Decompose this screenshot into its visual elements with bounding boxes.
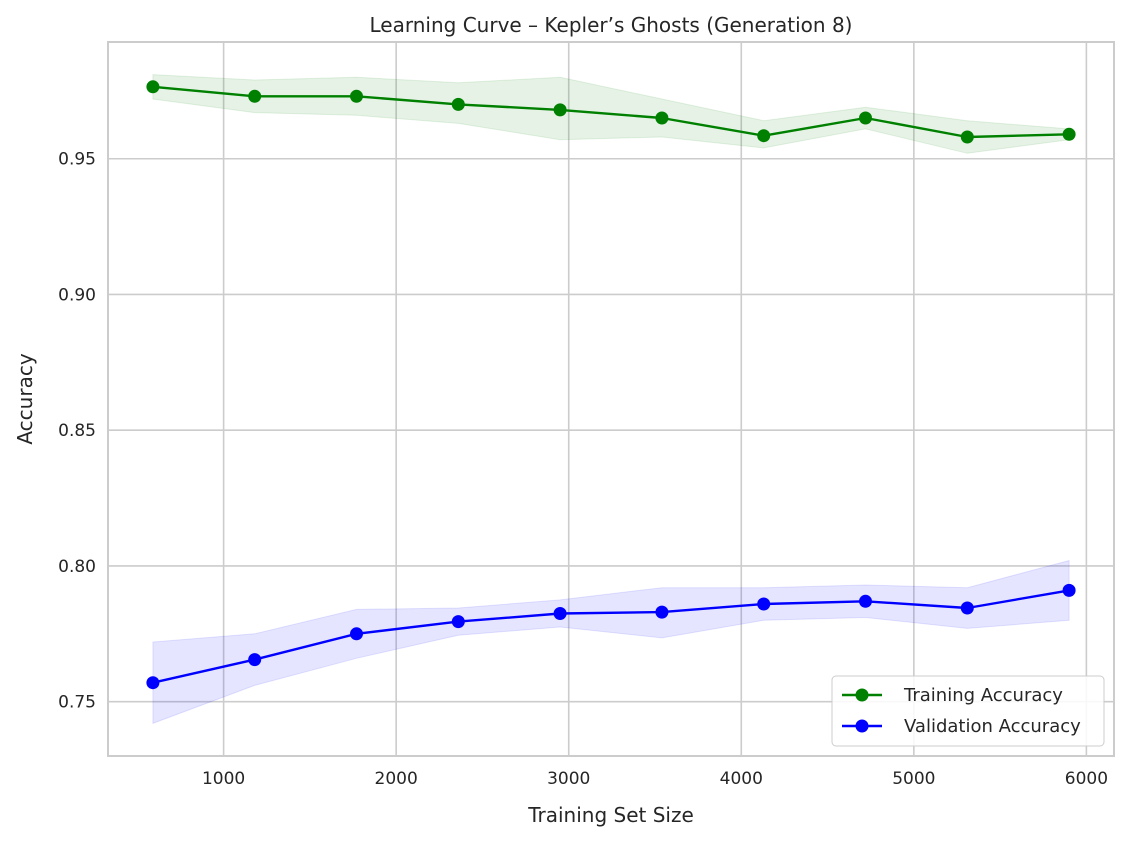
- series-line-validation: [152, 589, 1070, 684]
- y-axis-label: Accuracy: [13, 353, 37, 444]
- series-points: [146, 80, 1076, 690]
- y-tick-label: 0.95: [58, 150, 96, 170]
- data-point-validation: [451, 615, 465, 629]
- x-tick-labels: 1000 2000 3000 4000 5000 6000: [202, 769, 1108, 789]
- data-point-validation: [350, 627, 363, 641]
- legend-label-validation: Validation Accuracy: [904, 716, 1081, 737]
- x-axis-label: Training Set Size: [527, 803, 694, 827]
- data-point-training: [248, 89, 262, 103]
- data-point-validation: [859, 594, 872, 608]
- data-point-validation: [1062, 583, 1076, 597]
- data-point-training: [859, 111, 872, 125]
- legend-marker-dot-training: [855, 688, 869, 702]
- legend-label-training: Training Accuracy: [903, 685, 1063, 706]
- y-tick-label: 0.75: [58, 693, 96, 713]
- plot-frame: [107, 41, 1115, 757]
- grid-lines: [108, 42, 1114, 756]
- data-point-validation: [146, 676, 160, 690]
- x-tick-label: 1000: [202, 769, 245, 789]
- x-tick-label: 6000: [1065, 769, 1108, 789]
- data-point-training: [451, 97, 465, 111]
- data-point-training: [1062, 127, 1076, 141]
- data-point-validation: [960, 601, 974, 615]
- data-point-training: [960, 130, 974, 144]
- data-point-validation: [757, 597, 771, 611]
- series-lines: [152, 85, 1070, 684]
- x-tick-label: 2000: [375, 769, 418, 789]
- y-tick-label: 0.80: [58, 557, 96, 577]
- x-tick-label: 3000: [547, 769, 590, 789]
- x-tick-label: 5000: [892, 769, 935, 789]
- data-point-training: [146, 80, 160, 94]
- data-point-validation: [655, 605, 669, 619]
- data-point-training: [655, 111, 669, 125]
- legend-marker-dot-validation: [855, 719, 869, 733]
- chart-title: Learning Curve – Kepler’s Ghosts (Genera…: [370, 13, 853, 37]
- y-tick-labels: 0.75 0.80 0.85 0.90 0.95: [58, 150, 96, 713]
- data-point-training: [757, 129, 771, 143]
- legend-box: [831, 675, 1105, 747]
- y-tick-label: 0.90: [58, 285, 96, 305]
- y-tick-label: 0.85: [58, 421, 96, 441]
- confidence-bands: [152, 74, 1070, 725]
- data-point-validation: [553, 607, 567, 620]
- x-tick-label: 4000: [720, 769, 763, 789]
- data-point-training: [553, 103, 567, 117]
- series-line-training: [152, 85, 1070, 139]
- data-point-training: [350, 89, 363, 103]
- legend: Training Accuracy Validation Accuracy: [831, 675, 1105, 747]
- data-point-validation: [248, 653, 262, 667]
